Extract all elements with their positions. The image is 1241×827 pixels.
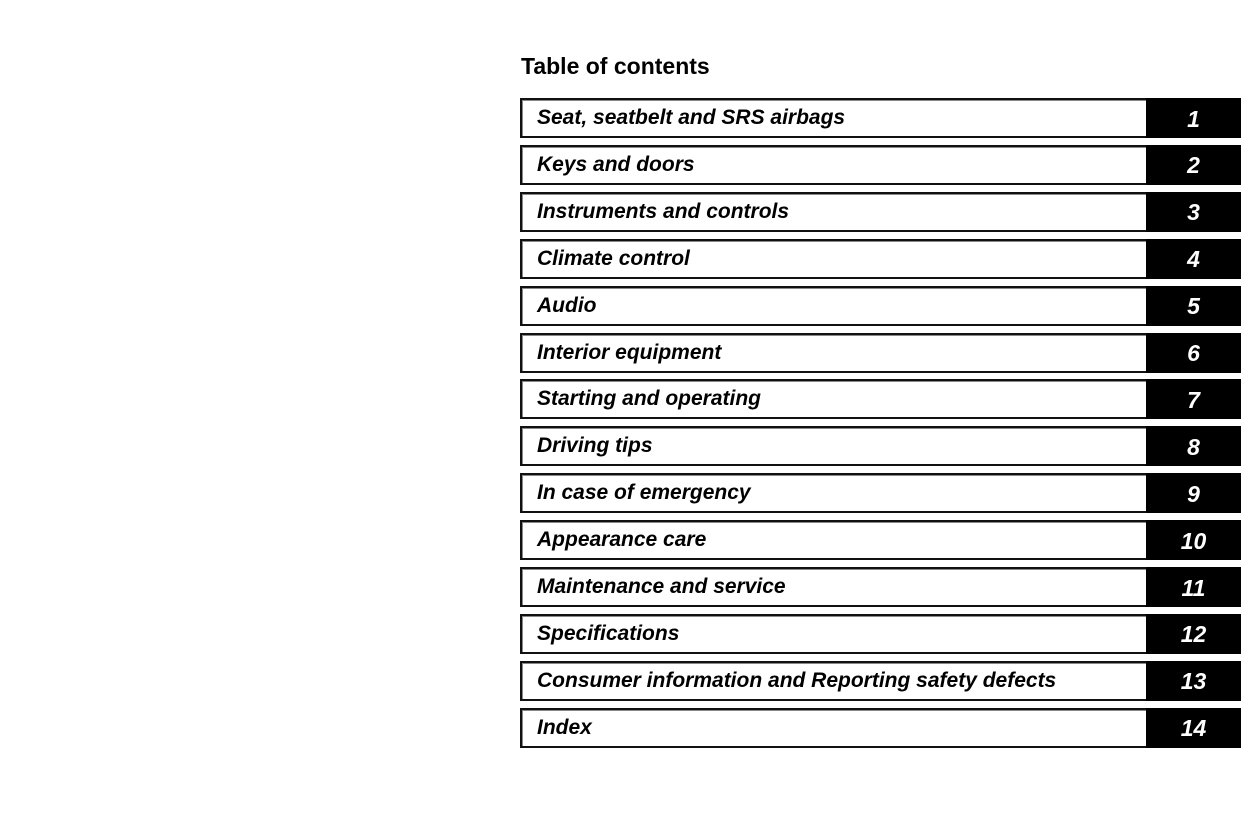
chapter-number-tab: 10 — [1146, 520, 1241, 561]
chapter-number-tab: 4 — [1146, 238, 1241, 279]
chapter-title: Starting and operating — [520, 379, 1146, 420]
chapter-title: Audio — [520, 285, 1146, 326]
toc-entry[interactable]: Driving tips 8 — [520, 426, 1241, 467]
chapter-number-tab: 3 — [1146, 191, 1241, 232]
chapter-title: Maintenance and service — [520, 567, 1146, 607]
chapter-number-tab: 2 — [1146, 144, 1241, 185]
toc-entry[interactable]: Appearance care 10 — [520, 520, 1241, 561]
chapter-title: Appearance care — [520, 520, 1146, 561]
chapter-number-tab: 5 — [1146, 285, 1241, 326]
toc-entry[interactable]: Consumer information and Reporting safet… — [520, 660, 1241, 701]
chapter-title: Driving tips — [520, 426, 1146, 467]
chapter-title: Interior equipment — [520, 332, 1146, 373]
chapter-title: In case of emergency — [520, 473, 1146, 514]
chapter-number-tab: 11 — [1146, 567, 1241, 607]
chapter-number-tab: 9 — [1146, 473, 1241, 514]
toc-entry[interactable]: Audio 5 — [520, 285, 1241, 326]
chapter-number-tab: 14 — [1146, 707, 1241, 748]
chapter-title: Climate control — [520, 238, 1146, 279]
toc-entry[interactable]: Starting and operating 7 — [520, 379, 1241, 420]
chapter-title: Specifications — [520, 613, 1146, 654]
chapter-number-tab: 12 — [1146, 613, 1241, 654]
toc-entry[interactable]: Seat, seatbelt and SRS airbags 1 — [520, 98, 1241, 138]
chapter-title: Seat, seatbelt and SRS airbags — [520, 98, 1146, 138]
toc-entry[interactable]: Keys and doors 2 — [520, 144, 1241, 185]
chapter-number-tab: 7 — [1146, 379, 1241, 420]
toc-entry[interactable]: Index 14 — [520, 707, 1241, 748]
chapter-number-tab: 13 — [1146, 660, 1241, 701]
toc-entry[interactable]: Instruments and controls 3 — [520, 191, 1241, 232]
toc-entry[interactable]: Interior equipment 6 — [520, 332, 1241, 373]
toc-entry[interactable]: Climate control 4 — [520, 238, 1241, 279]
toc-entry[interactable]: Maintenance and service 11 — [520, 567, 1241, 607]
chapter-number-tab: 8 — [1146, 426, 1241, 467]
chapter-title: Index — [520, 707, 1146, 748]
page-title: Table of contents — [521, 53, 710, 79]
chapter-title: Consumer information and Reporting safet… — [520, 660, 1146, 701]
toc-entry[interactable]: In case of emergency 9 — [520, 473, 1241, 514]
chapter-title: Keys and doors — [520, 144, 1146, 185]
chapter-number-tab: 6 — [1146, 332, 1241, 373]
chapter-title: Instruments and controls — [520, 191, 1146, 232]
toc-entry[interactable]: Specifications 12 — [520, 613, 1241, 654]
chapter-number-tab: 1 — [1146, 98, 1241, 138]
